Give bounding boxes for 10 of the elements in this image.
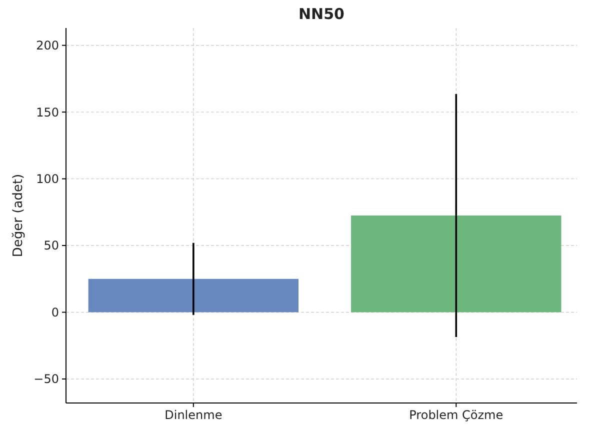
y-tick-label: −50 [34,372,59,386]
y-tick-label: 100 [36,172,59,186]
y-tick-label: 200 [36,38,59,53]
x-tick-label: Dinlenme [164,408,222,422]
y-axis-title: Değer (adet) [11,174,26,258]
y-tick-label: 0 [51,305,59,320]
x-tick-label: Problem Çözme [409,408,504,422]
chart-title: NN50 [298,5,344,23]
y-tick-label: 50 [44,238,59,253]
y-tick-label: 150 [36,105,59,120]
